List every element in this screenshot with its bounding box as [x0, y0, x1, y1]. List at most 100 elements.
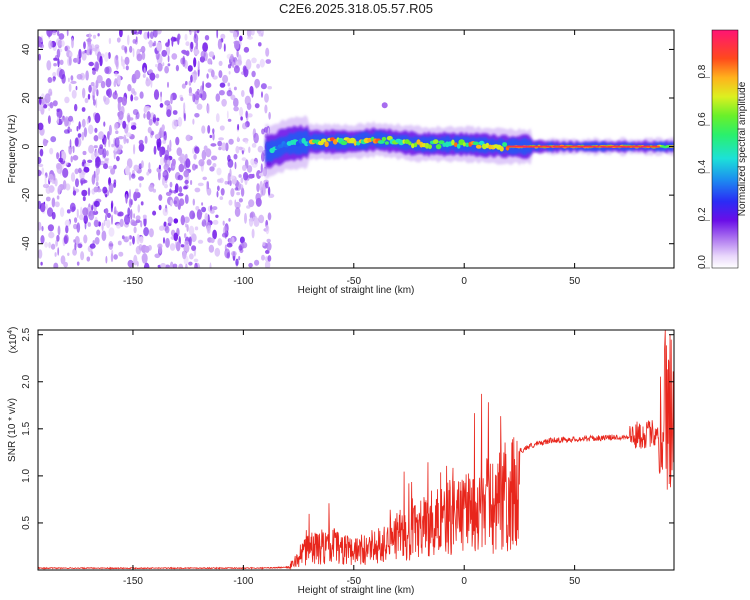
noise-speckle — [39, 148, 44, 157]
noise-speckle — [76, 261, 80, 266]
noise-speckle — [107, 131, 110, 140]
ridge-peak — [435, 144, 442, 150]
noise-speckle — [154, 134, 160, 140]
noise-speckle — [64, 45, 68, 52]
noise-speckle — [107, 88, 112, 98]
noise-speckle — [85, 70, 89, 81]
noise-speckle — [237, 54, 242, 65]
noise-speckle — [217, 140, 223, 147]
noise-speckle — [38, 163, 44, 168]
noise-speckle — [251, 228, 255, 239]
noise-speckle — [242, 65, 247, 73]
noise-speckle — [233, 31, 238, 40]
noise-speckle — [234, 187, 239, 191]
noise-speckle — [224, 180, 228, 185]
noise-speckle — [152, 114, 157, 124]
noise-speckle — [77, 133, 82, 138]
noise-speckle — [130, 94, 134, 102]
noise-speckle — [239, 106, 244, 117]
noise-speckle — [156, 41, 162, 53]
noise-speckle — [214, 247, 221, 257]
noise-speckle — [97, 146, 104, 156]
noise-speckle — [157, 62, 163, 72]
noise-speckle — [233, 153, 238, 160]
noise-speckle — [162, 171, 167, 176]
noise-speckle — [201, 206, 207, 213]
noise-speckle — [38, 200, 42, 210]
noise-speckle — [138, 30, 141, 35]
noise-speckle — [70, 155, 73, 163]
noise-speckle — [183, 243, 190, 254]
noise-speckle — [116, 74, 121, 86]
noise-speckle — [149, 31, 154, 39]
noise-speckle — [212, 229, 218, 240]
noise-speckle — [188, 92, 194, 97]
noise-speckle — [226, 90, 233, 97]
noise-speckle — [103, 121, 106, 127]
noise-speckle — [136, 261, 139, 267]
spectrogram-y-label: Frequency (Hz) — [7, 115, 18, 184]
noise-speckle — [105, 214, 107, 222]
noise-speckle — [251, 143, 257, 148]
noise-speckle — [70, 80, 77, 84]
noise-speckle — [126, 138, 129, 144]
noise-speckle — [158, 204, 162, 211]
noise-speckle — [241, 90, 245, 97]
noise-speckle — [192, 118, 195, 125]
ridge-peak — [384, 141, 389, 145]
noise-speckle — [56, 234, 60, 242]
spectrogram-y-ticks: -40 -20 0 20 40 — [21, 43, 674, 251]
noise-speckle — [139, 236, 144, 244]
noise-speckle — [233, 97, 239, 108]
noise-speckle — [75, 85, 78, 91]
x-tick-label: 50 — [569, 276, 581, 287]
noise-speckle — [234, 201, 241, 209]
noise-speckle — [79, 178, 86, 185]
noise-speckle — [81, 189, 88, 197]
noise-speckle — [104, 66, 110, 74]
noise-speckle — [233, 65, 240, 74]
noise-speckle — [81, 52, 87, 61]
noise-speckle — [237, 123, 240, 131]
noise-speckle — [229, 30, 236, 34]
noise-speckle — [242, 122, 248, 130]
noise-speckle — [234, 207, 241, 217]
noise-speckle — [266, 238, 271, 243]
noise-speckle — [190, 74, 193, 83]
noise-speckle — [208, 51, 215, 58]
noise-speckle — [184, 233, 187, 239]
noise-speckle — [192, 198, 195, 206]
noise-speckle — [51, 197, 56, 208]
ridge-peak — [324, 141, 329, 148]
noise-speckle — [183, 216, 190, 224]
noise-speckle — [38, 40, 42, 48]
noise-speckle — [87, 159, 93, 163]
noise-speckle — [114, 72, 118, 77]
noise-speckle — [139, 183, 142, 188]
spectrogram-panel: -150 -100 -50 0 50 -40 -20 0 20 40 Height of str… — [7, 29, 675, 296]
noise-speckle — [73, 239, 76, 243]
noise-speckle — [256, 63, 260, 69]
noise-speckle — [197, 182, 204, 187]
noise-speckle — [87, 187, 91, 196]
noise-speckle — [76, 73, 83, 80]
noise-speckle — [218, 70, 223, 79]
noise-speckle — [175, 136, 180, 146]
noise-speckle — [165, 264, 170, 268]
y-tick-label: 40 — [21, 43, 32, 55]
noise-speckle — [127, 259, 134, 268]
noise-speckle — [48, 40, 53, 50]
noise-speckle — [135, 219, 141, 224]
x-tick-label: 0 — [461, 276, 467, 287]
noise-speckle — [95, 61, 99, 72]
noise-speckle — [76, 126, 79, 132]
ridge-peak — [456, 143, 461, 149]
noise-speckle — [62, 167, 69, 178]
noise-speckle — [265, 181, 269, 189]
ridge-peak — [465, 142, 469, 148]
noise-speckle — [194, 113, 200, 118]
noise-speckle — [123, 134, 127, 145]
noise-speckle — [265, 47, 270, 57]
noise-speckle — [52, 71, 57, 78]
noise-speckle — [241, 157, 247, 161]
